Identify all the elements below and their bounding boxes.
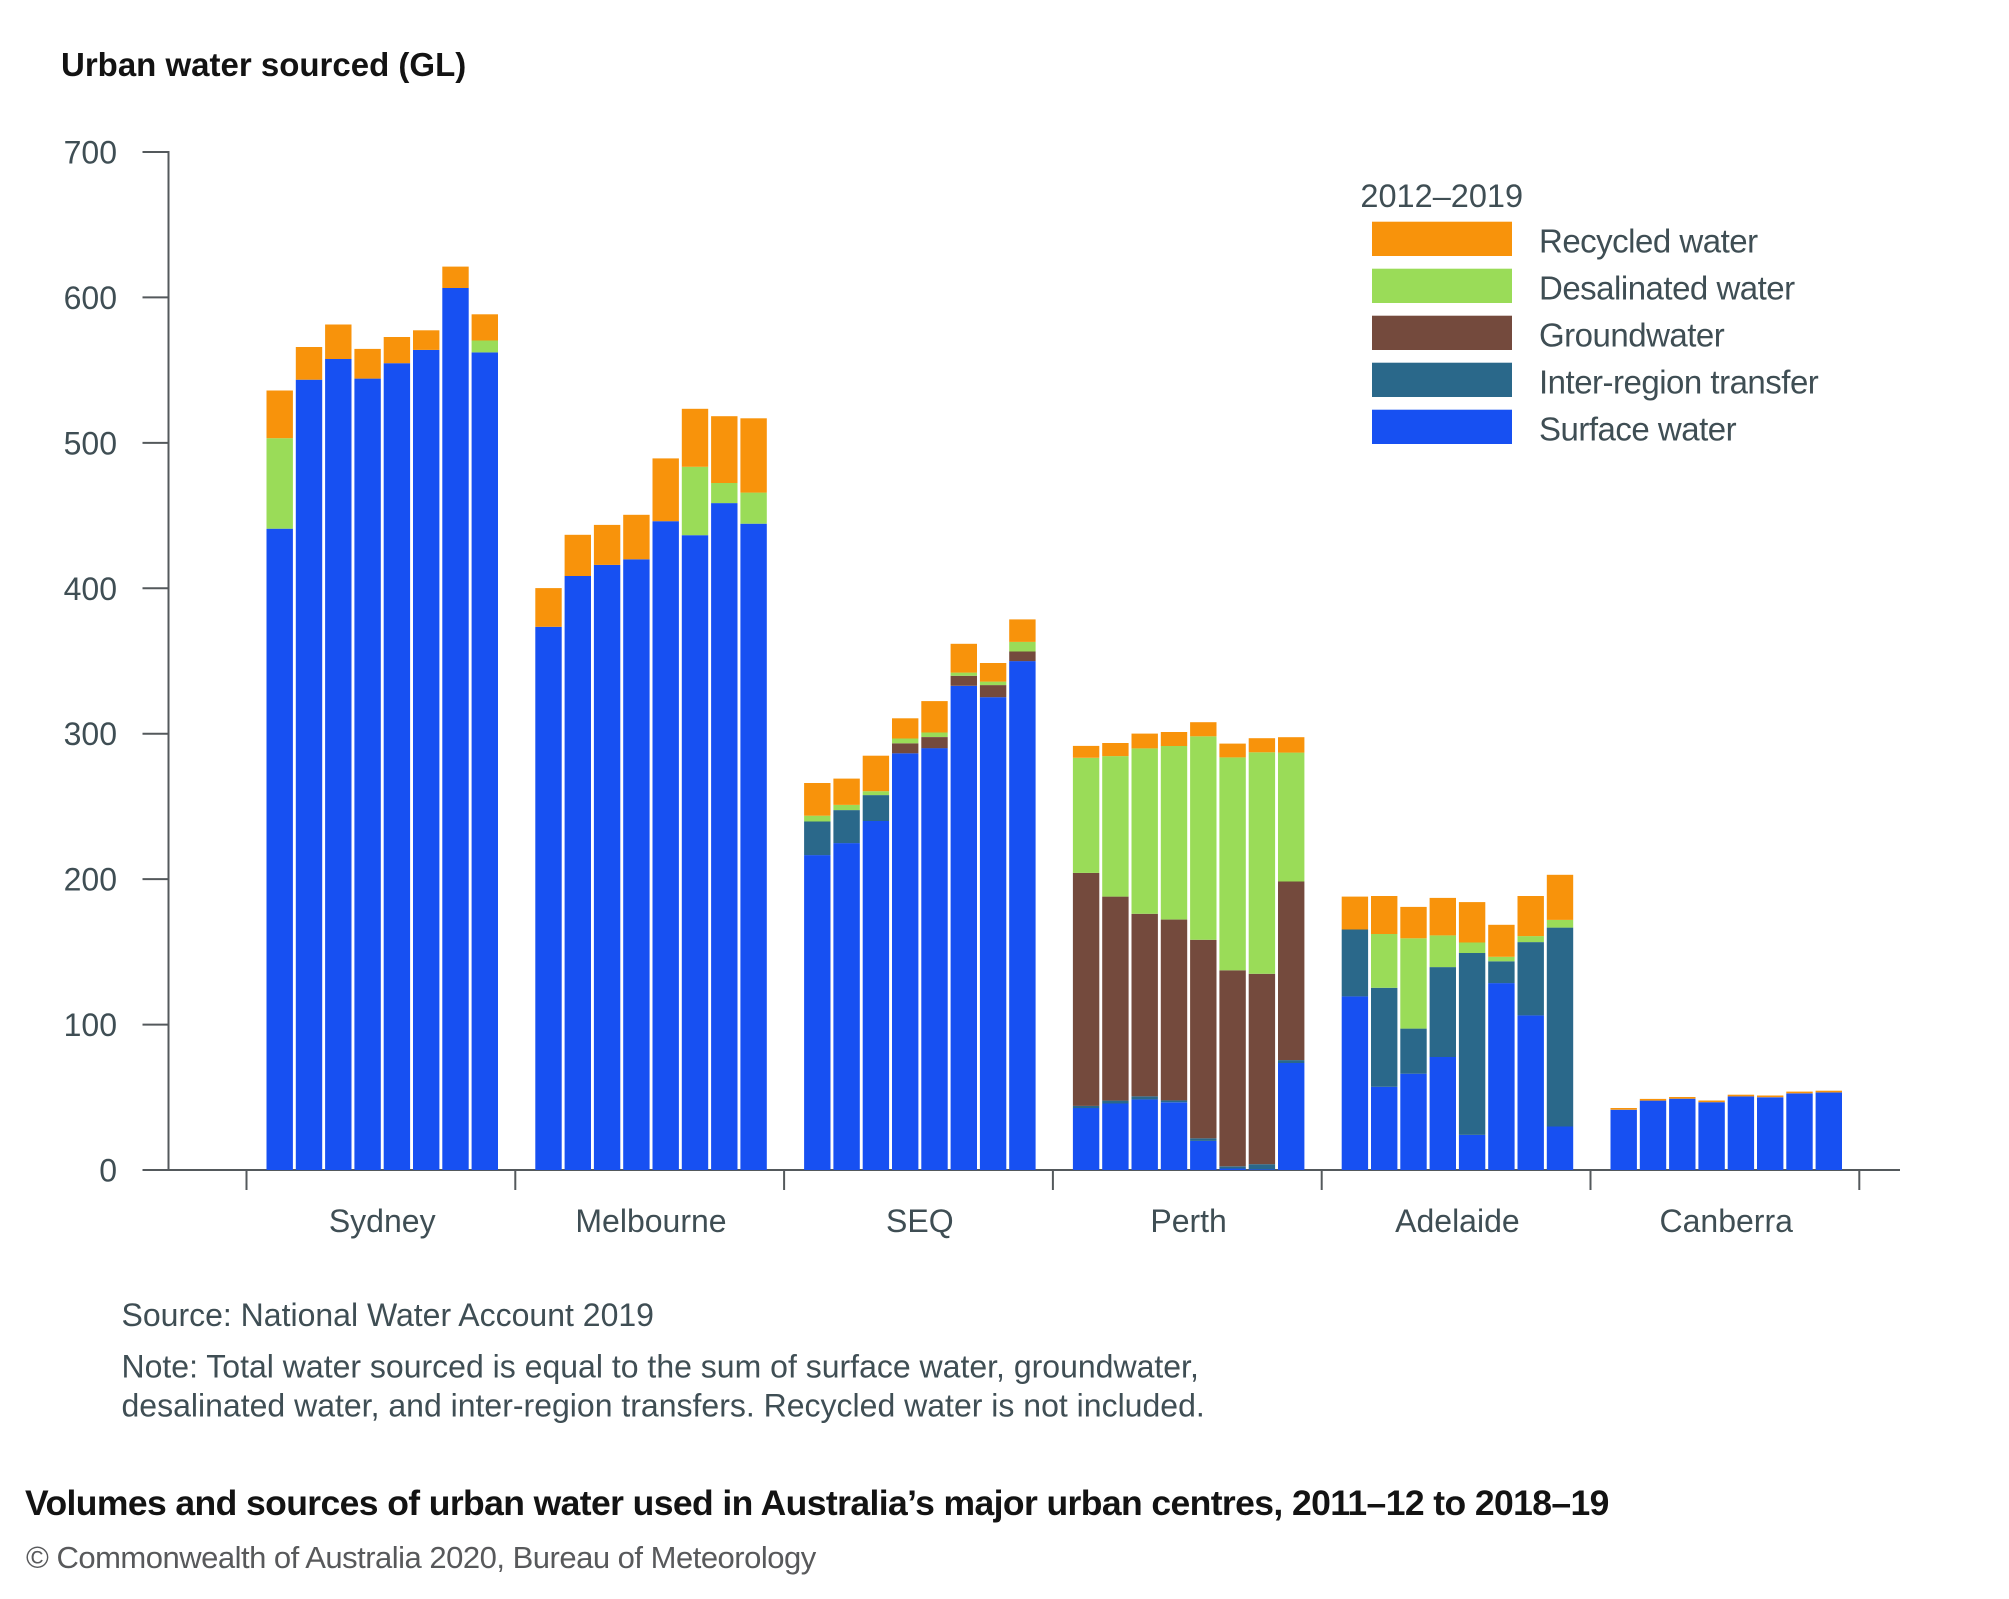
svg-text:Canberra: Canberra [1659, 1203, 1793, 1239]
svg-text:© Commonwealth of Australia 20: © Commonwealth of Australia 2020, Bureau… [26, 1540, 817, 1575]
svg-text:Sydney: Sydney [329, 1203, 436, 1239]
svg-text:Surface water: Surface water [1539, 411, 1737, 448]
svg-text:Groundwater: Groundwater [1539, 317, 1725, 354]
svg-text:400: 400 [64, 571, 117, 607]
svg-text:SEQ: SEQ [886, 1203, 954, 1239]
svg-text:Perth: Perth [1150, 1203, 1226, 1239]
svg-text:200: 200 [64, 862, 117, 898]
svg-text:Note: Total water sourced is e: Note: Total water sourced is equal to th… [122, 1348, 1199, 1384]
svg-text:300: 300 [64, 716, 117, 752]
svg-text:600: 600 [64, 280, 117, 316]
svg-text:Melbourne: Melbourne [575, 1203, 726, 1239]
svg-text:Urban water sourced (GL): Urban water sourced (GL) [61, 46, 466, 83]
svg-text:2012–2019: 2012–2019 [1360, 178, 1523, 214]
svg-text:100: 100 [64, 1007, 117, 1043]
svg-text:700: 700 [64, 135, 117, 171]
svg-text:Recycled water: Recycled water [1539, 223, 1758, 260]
svg-text:Desalinated water: Desalinated water [1539, 270, 1795, 307]
svg-text:Source: National Water Account: Source: National Water Account 2019 [122, 1297, 654, 1333]
svg-text:Adelaide: Adelaide [1395, 1203, 1520, 1239]
svg-text:Volumes and sources of urban w: Volumes and sources of urban water used … [25, 1483, 1609, 1523]
svg-text:0: 0 [99, 1153, 117, 1189]
svg-text:500: 500 [64, 425, 117, 461]
svg-text:Inter-region transfer: Inter-region transfer [1539, 364, 1819, 401]
svg-text:desalinated water, and inter-r: desalinated water, and inter-region tran… [122, 1388, 1205, 1424]
